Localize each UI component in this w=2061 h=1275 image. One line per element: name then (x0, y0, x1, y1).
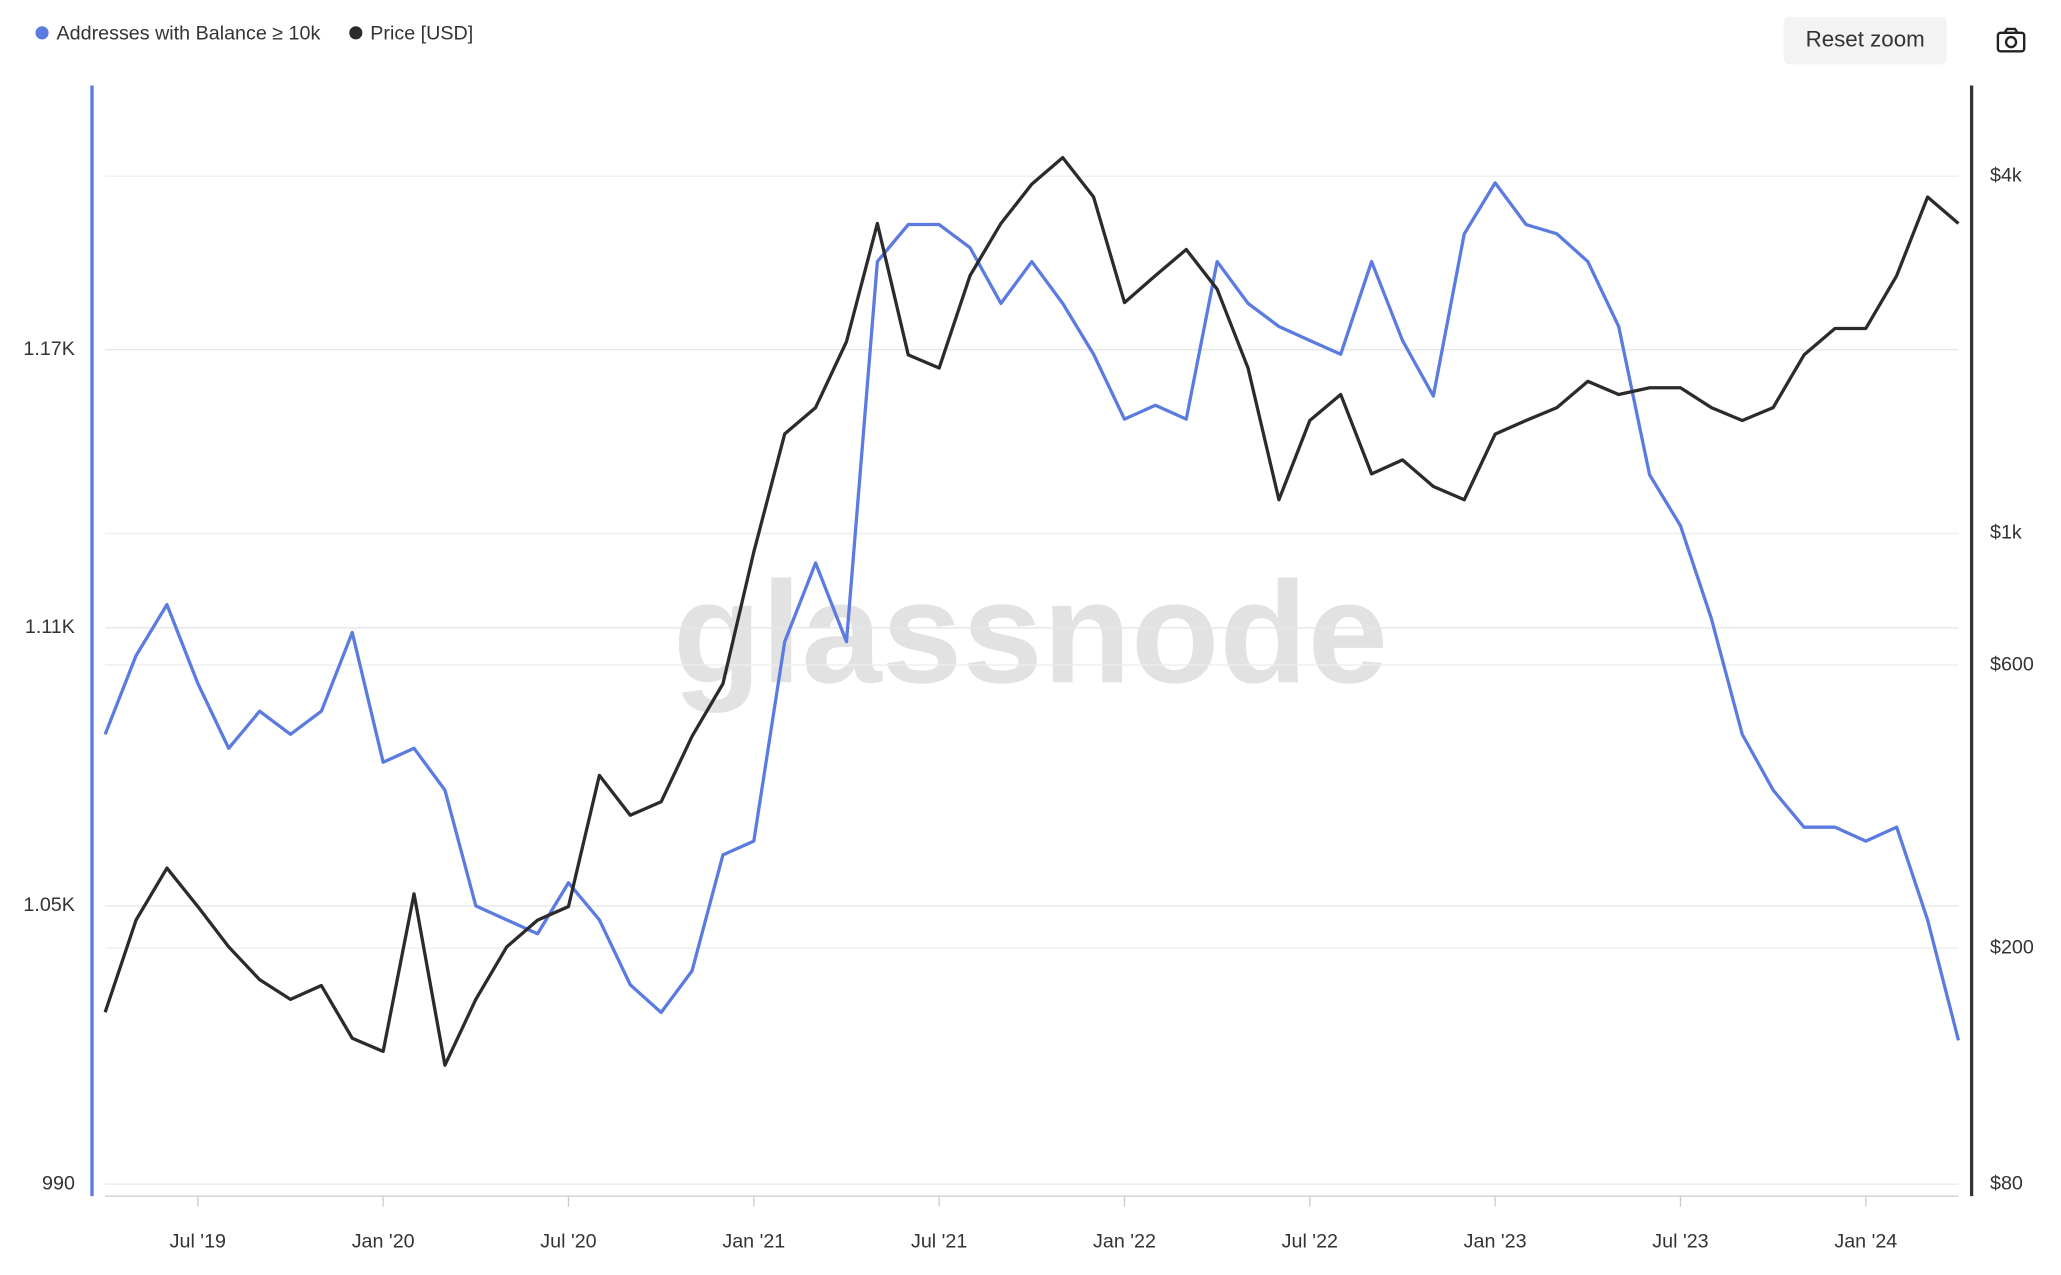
series-line (103, 181, 1961, 1041)
y2-tick-label: $80 (1990, 1172, 2023, 1194)
series-line (103, 155, 1960, 1067)
x-tick-label: Jan '24 (1834, 1230, 1897, 1252)
x-tick-label: Jan '20 (352, 1230, 415, 1252)
y2-tick-label: $200 (1990, 936, 2034, 958)
legend-label: Addresses with Balance ≥ 10k (57, 22, 321, 44)
x-tick-label: Jan '21 (722, 1230, 785, 1252)
x-tick-label: Jul '19 (170, 1230, 226, 1252)
legend-dot (35, 26, 49, 40)
x-tick-label: Jul '20 (540, 1230, 596, 1252)
legend-dot (349, 26, 363, 40)
camera-icon[interactable] (1996, 27, 2026, 53)
y-tick-label: 1.11K (25, 616, 75, 638)
x-tick-label: Jan '23 (1464, 1230, 1527, 1252)
x-tick-label: Jul '22 (1282, 1230, 1338, 1252)
y-tick-label: 990 (42, 1172, 75, 1194)
y2-tick-label: $600 (1990, 653, 2034, 675)
y-tick-label: 1.05K (23, 894, 75, 916)
y-tick-label: 1.17K (23, 338, 75, 360)
x-tick-label: Jul '23 (1652, 1230, 1708, 1252)
legend-label: Price [USD] (370, 22, 473, 44)
reset-zoom-label[interactable]: Reset zoom (1806, 27, 1925, 52)
y2-tick-label: $1k (1990, 522, 2022, 544)
x-tick-label: Jan '22 (1093, 1230, 1156, 1252)
y2-tick-label: $4k (1990, 164, 2022, 186)
watermark: glassnode (673, 551, 1388, 713)
reset-zoom-button[interactable] (1783, 17, 1947, 65)
x-tick-label: Jul '21 (911, 1230, 967, 1252)
